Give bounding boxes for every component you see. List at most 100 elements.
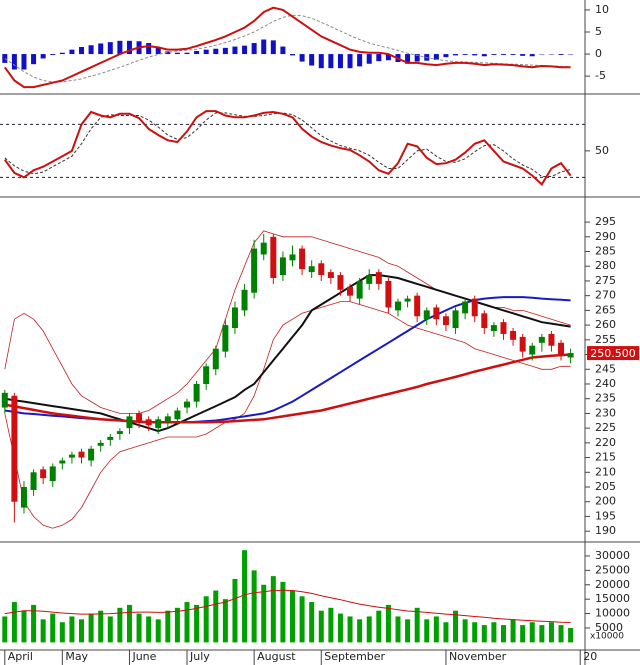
histogram-bar [491,54,497,55]
unit-label: x10000 [590,631,624,641]
volume-bar [98,610,104,643]
volume-bar [472,622,478,643]
x-tick-label: September [324,650,385,663]
volume-bar [50,613,56,643]
histogram-bar [558,54,564,55]
candle-body [356,280,363,299]
histogram-bar [453,54,459,56]
y-tick-label: 240 [595,377,616,390]
x-tick-label: July [189,650,210,663]
candle-body [68,454,75,458]
histogram-bar [500,54,506,55]
histogram-bar [290,54,295,56]
volume-bar [107,616,113,643]
histogram-bar [79,47,85,55]
candle-body [174,410,181,420]
histogram-bar [261,39,267,55]
volume-bar [405,619,411,643]
histogram-bar [337,54,343,69]
histogram-bar [88,45,94,55]
histogram-bar [40,54,46,59]
candle-body [184,401,191,408]
histogram-bar [98,43,104,55]
candle-body [471,298,478,317]
candle-body [222,325,229,352]
candle-body [337,275,344,290]
y-tick-label: 10000 [595,607,630,620]
volume-bar [222,599,228,643]
histogram-bar [347,54,353,69]
volume-bar [117,607,123,643]
overlay-line [4,353,571,424]
volume-bar [568,627,574,643]
candle-body [231,307,238,329]
candle-body [49,466,56,482]
candle-body [318,263,325,276]
y-tick-label: 275 [595,274,616,287]
candle-body [308,266,315,273]
volume-bar [491,622,497,643]
candle-body [97,442,104,446]
histogram-bar [472,54,478,56]
candle-body [126,416,133,429]
candle-body [251,248,258,293]
candle-body [423,310,430,320]
volume-bar [376,610,382,643]
histogram-bar [126,40,132,55]
y-tick-label: 235 [595,392,616,405]
volume-bar [548,622,554,643]
histogram-bar [414,54,420,62]
candle-body [40,469,47,479]
candle-body [270,236,277,279]
candle-body [452,310,459,329]
candle-body [59,460,66,464]
candle-body [212,348,219,370]
histogram-bar [184,52,190,55]
x-tick-label: 20 [583,650,597,663]
histogram-bar [270,40,276,55]
volume-bar [242,550,248,643]
candle-body [193,383,200,402]
candle-body [1,392,8,408]
candle-body [155,419,162,429]
histogram-bar [242,45,248,55]
volume-bar [424,619,430,643]
volume-bar [481,625,487,643]
histogram-bar [155,47,161,55]
candle-body [116,431,123,435]
y-tick-label: 30000 [595,549,630,562]
histogram-bar [203,49,209,55]
volume-bar [2,616,8,643]
candle-body [88,448,95,461]
indicator-line [3,6,571,89]
overlay-line [4,301,571,529]
volume-bar [462,619,468,643]
candle-body [567,353,574,358]
candle-body [30,472,37,490]
candle-body [462,301,469,314]
histogram-bar [520,54,526,56]
volume-bar [366,616,372,643]
y-tick-label: 5 [595,25,602,38]
histogram-bar [328,54,334,69]
y-tick-label: 195 [595,509,616,522]
candle-body [327,272,334,279]
volume-bar [395,616,401,643]
candle-body [510,330,517,340]
candle-body [279,257,286,276]
volume-bar [443,622,449,643]
volume-bar [318,610,324,643]
candle-body [490,325,497,331]
candle-body [394,301,401,311]
histogram-bar [433,54,439,60]
volume-bar [251,570,257,643]
histogram-bar [232,46,238,55]
y-tick-label: 20000 [595,578,630,591]
volume-bar [453,610,459,643]
histogram-bar [194,50,200,55]
candle-body [78,451,85,458]
histogram-bar [31,54,37,65]
volume-bar [184,602,190,643]
